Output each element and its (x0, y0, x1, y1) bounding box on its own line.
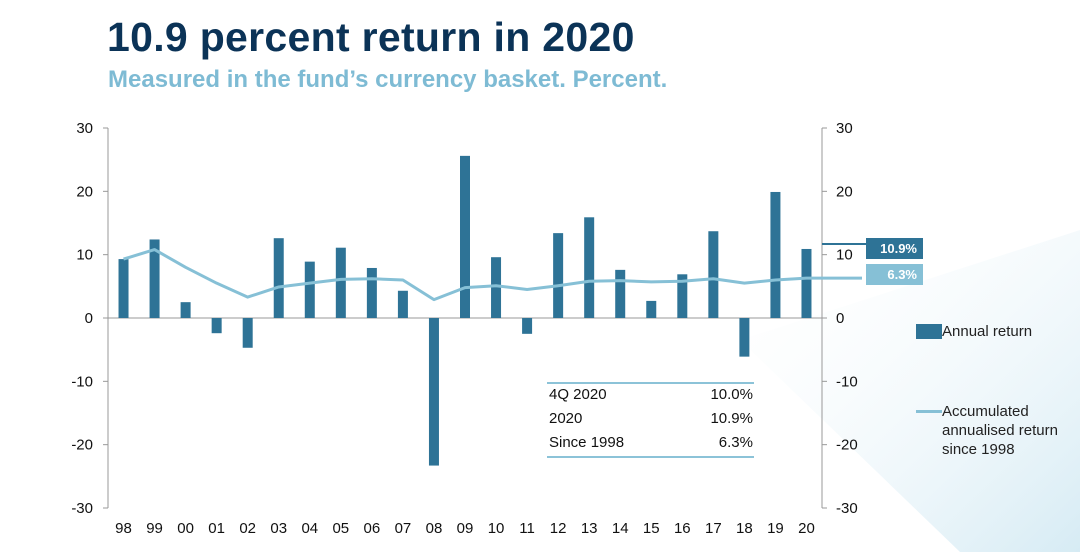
stats-value-year: 10.9% (710, 410, 753, 427)
x-tick-label: 20 (798, 520, 815, 537)
stats-row-year: 2020 10.9% (547, 408, 754, 432)
x-tick-label: 15 (643, 520, 660, 537)
y-tick-label-left: -30 (71, 500, 93, 517)
y-tick-label-right: -30 (836, 500, 858, 517)
bar-annual-return (273, 238, 284, 318)
bar-annual-return (118, 259, 129, 318)
y-tick-label-left: 30 (76, 120, 93, 137)
x-tick-label: 09 (457, 520, 474, 537)
bar-annual-return (646, 300, 657, 318)
bar-annual-return (211, 318, 222, 334)
bar-annual-return (553, 233, 564, 318)
x-tick-label: 98 (115, 520, 132, 537)
bar-annual-return (677, 274, 688, 318)
x-tick-label: 00 (177, 520, 194, 537)
line-accumulated-return (123, 248, 862, 302)
bar-annual-return (801, 248, 812, 318)
x-tick-label: 14 (612, 520, 629, 537)
y-tick-label-left: -10 (71, 373, 93, 390)
y-tick-label-right: -20 (836, 437, 858, 454)
y-tick-label-left: -20 (71, 437, 93, 454)
legend-line-swatch (916, 410, 942, 413)
x-tick-label: 99 (146, 520, 163, 537)
x-tick-label: 05 (332, 520, 349, 537)
stats-row-quarter: 4Q 2020 10.0% (547, 384, 754, 408)
stats-label-year: 2020 (549, 410, 583, 427)
x-tick-label: 11 (519, 520, 535, 537)
y-tick-label-right: 20 (836, 183, 853, 200)
x-tick-label: 04 (301, 520, 318, 537)
bar-annual-return (428, 318, 439, 466)
bar-annual-return (584, 217, 595, 318)
stats-table: 4Q 2020 10.0% 2020 10.9% Since 1998 6.3% (547, 382, 754, 458)
legend-annual-return: Annual return (916, 323, 1032, 340)
y-tick-label-right: 0 (836, 310, 844, 327)
legend-annual-label: Annual return (942, 323, 1033, 340)
y-tick-label-left: 20 (76, 183, 93, 200)
y-tick-label-left: 10 (76, 247, 93, 264)
x-tick-label: 18 (736, 520, 753, 537)
bar-annual-return (366, 267, 377, 318)
chart-subtitle: Measured in the fund’s currency basket. … (108, 66, 668, 93)
legend-bar-swatch (916, 324, 942, 339)
stats-label-since: Since 1998 (549, 434, 625, 451)
bar-annual-return (335, 247, 346, 318)
x-tick-label: 10 (488, 520, 505, 537)
x-tick-label: 13 (581, 520, 598, 537)
x-tick-label: 08 (426, 520, 443, 537)
legend-accumulated-return: Accumulated annualised return since 1998 (916, 402, 1060, 459)
bar-annual-return (522, 318, 533, 334)
x-tick-label: 07 (395, 520, 412, 537)
stats-value-since: 6.3% (718, 434, 753, 451)
y-tick-label-right: 10 (836, 247, 853, 264)
chart-title: 10.9 percent return in 2020 (107, 14, 635, 60)
bar-annual-return (615, 269, 626, 318)
x-tick-label: 03 (270, 520, 287, 537)
stats-value-quarter: 10.0% (710, 386, 753, 403)
x-tick-label: 02 (239, 520, 256, 537)
y-tick-label-left: 0 (85, 310, 93, 327)
y-tick-label-right: 30 (836, 120, 853, 137)
stats-label-quarter: 4Q 2020 (549, 386, 607, 403)
bar-annual-return (149, 239, 160, 318)
x-tick-label: 17 (705, 520, 722, 537)
x-tick-label: 16 (674, 520, 691, 537)
x-tick-label: 06 (364, 520, 381, 537)
x-tick-label: 19 (767, 520, 784, 537)
bar-annual-return (491, 257, 502, 318)
callout-accumulated-return: 6.3% (866, 264, 923, 285)
legend-accumulated-label: Accumulated annualised return since 1998 (942, 403, 1058, 458)
bar-annual-return (739, 318, 750, 357)
x-tick-label: 01 (208, 520, 225, 537)
bar-annual-return (460, 155, 470, 318)
stats-row-since: Since 1998 6.3% (547, 432, 754, 456)
bar-annual-return (770, 191, 781, 318)
x-tick-label: 12 (550, 520, 567, 537)
bar-annual-return (708, 231, 719, 318)
bar-annual-return (180, 302, 191, 318)
bar-annual-return (304, 261, 315, 318)
bar-annual-return (397, 290, 408, 318)
callout-annual-return: 10.9% (866, 238, 923, 259)
bar-annual-return (242, 318, 253, 348)
y-tick-label-right: -10 (836, 373, 858, 390)
